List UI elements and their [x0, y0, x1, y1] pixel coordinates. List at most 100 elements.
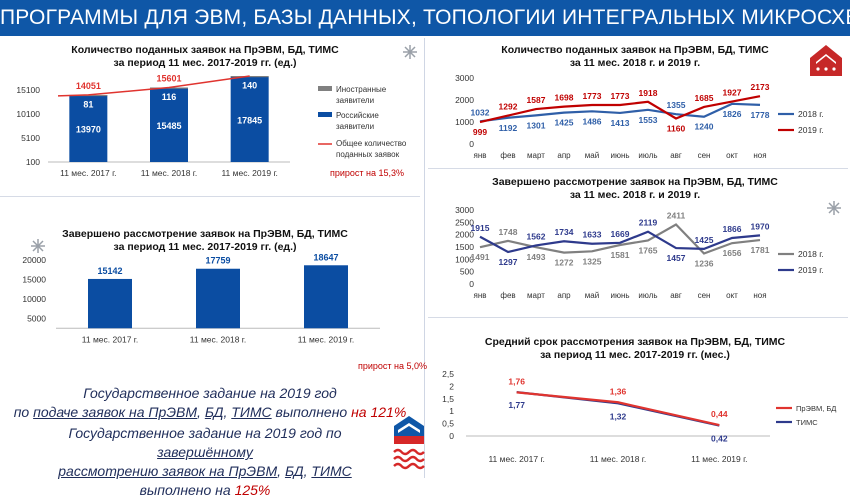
data-label: 1765	[639, 245, 658, 255]
legend-label-foreign: заявители	[336, 96, 374, 105]
y-tick-label: 2	[449, 381, 454, 391]
chart1-title-line2: за период 11 мес. 2017-2019 гг. (ед.)	[40, 57, 370, 70]
data-label: 1486	[583, 116, 602, 126]
bar	[304, 265, 348, 328]
data-label: 1562	[527, 231, 546, 241]
data-label: 1918	[639, 88, 658, 98]
chart5-title-line1: Средний срок рассмотрения заявок на ПрЭВ…	[470, 336, 800, 349]
legend-label-russian: Российские	[336, 111, 379, 120]
y-tick-label: 1,5	[442, 394, 454, 404]
x-tick-label: сен	[698, 151, 711, 160]
data-label: 2173	[751, 82, 770, 92]
y-tick-label: 20000	[22, 255, 46, 265]
rospatent-logo-top	[808, 42, 844, 78]
legend-label-russian: заявители	[336, 122, 374, 131]
data-label: 1325	[583, 256, 602, 266]
data-label-total: 14051	[76, 81, 101, 91]
divider-left	[0, 196, 420, 197]
data-label: 1633	[583, 230, 602, 240]
x-tick-label: 11 мес. 2017 г.	[82, 334, 138, 344]
x-tick-label: окт	[726, 151, 738, 160]
data-label: 1301	[527, 120, 546, 130]
x-tick-label: авг	[670, 151, 682, 160]
data-label: 1425	[555, 118, 574, 128]
data-label-foreign: 140	[242, 81, 257, 91]
y-tick-label: 0	[469, 139, 474, 149]
data-label: 1491	[471, 252, 490, 262]
y-tick-label: 10100	[16, 109, 40, 119]
legend-label: ТИМС	[796, 418, 818, 427]
y-tick-label: 10000	[22, 294, 46, 304]
data-label: 1,32	[610, 411, 627, 421]
data-label: 1297	[499, 257, 518, 267]
data-label-russian: 15485	[156, 121, 181, 131]
data-label: 1656	[723, 248, 742, 258]
data-label: 1781	[751, 245, 770, 255]
y-tick-label: 1	[449, 406, 454, 416]
chart1-growth-note: прирост на 15,3%	[330, 168, 404, 178]
data-label: 1773	[583, 91, 602, 101]
chart2-title-line1: Количество поданных заявок на ПрЭВМ, БД,…	[470, 44, 800, 57]
x-tick-label: июнь	[610, 291, 629, 300]
data-label: 1355	[667, 100, 686, 110]
x-tick-label: 11 мес. 2018 г.	[141, 168, 197, 178]
data-label: 1,77	[508, 400, 525, 410]
data-label: 1413	[611, 118, 630, 128]
chart4-title-line2: за 11 мес. 2018 г. и 2019 г.	[470, 189, 800, 202]
bar	[196, 269, 240, 329]
chart2-title: Количество поданных заявок на ПрЭВМ, БД,…	[470, 44, 800, 70]
data-label-foreign: 116	[162, 92, 177, 102]
data-label: 1192	[499, 123, 518, 133]
data-label: 2411	[667, 211, 686, 221]
data-label: 1240	[695, 122, 714, 132]
chart5-title-line2: за период 11 мес. 2017-2019 гг. (мес.)	[470, 349, 800, 362]
gov-line2: по подаче заявок на ПрЭВМ, БД, ТИМС выпо…	[10, 403, 410, 422]
chart2-title-line2: за 11 мес. 2018 г. и 2019 г.	[470, 57, 800, 70]
y-tick-label: 0,5	[442, 419, 454, 429]
chart3-growth-note: прирост на 5,0%	[358, 361, 427, 371]
data-label-foreign: 81	[83, 99, 93, 109]
gov-task-text-2: Государственное задание на 2019 год по з…	[20, 424, 390, 500]
x-tick-label: янв	[474, 291, 487, 300]
legend-label: 2018 г.	[798, 109, 824, 119]
y-tick-label: 100	[26, 157, 40, 167]
chart5-title: Средний срок рассмотрения заявок на ПрЭВ…	[470, 336, 800, 362]
x-tick-label: фев	[500, 151, 515, 160]
x-tick-label: 11 мес. 2019 г.	[691, 454, 747, 464]
divider-right-2	[428, 317, 848, 318]
data-label: 1587	[527, 95, 546, 105]
data-label: 1457	[667, 253, 686, 263]
data-label: 1032	[471, 107, 490, 117]
data-label: 1553	[639, 115, 658, 125]
data-label-russian: 17845	[237, 115, 262, 125]
data-label: 2119	[639, 218, 658, 228]
data-label-total: 17985	[237, 70, 262, 72]
data-label: 1581	[611, 250, 630, 260]
legend-label: 2019 г.	[798, 125, 824, 135]
y-tick-label: 15100	[16, 85, 40, 95]
legend-swatch-foreign	[318, 86, 332, 91]
x-tick-label: 11 мес. 2017 г.	[60, 168, 116, 178]
y-tick-label: 15000	[22, 275, 46, 285]
x-tick-label: июль	[638, 151, 657, 160]
gov-line5: выполнено на 125%	[20, 481, 390, 500]
star-icon	[826, 200, 842, 216]
data-label: 1826	[723, 109, 742, 119]
data-label: 1915	[471, 223, 490, 233]
data-label-total: 15601	[156, 73, 181, 83]
chart1-title: Количество поданных заявок на ПрЭВМ, БД,…	[40, 44, 370, 70]
data-label: 1970	[751, 221, 770, 231]
chart4-title-line1: Завершено рассмотрение заявок на ПрЭВМ, …	[470, 176, 800, 189]
data-label: 1773	[611, 91, 630, 101]
legend-label-foreign: Иностранные	[336, 85, 387, 94]
star-icon	[402, 44, 418, 60]
y-tick-label: 2000	[455, 95, 474, 105]
legend-label: 2018 г.	[798, 249, 824, 259]
x-tick-label: сен	[698, 291, 711, 300]
data-label: 1160	[667, 123, 686, 133]
x-tick-label: апр	[557, 151, 571, 160]
x-tick-label: 11 мес. 2018 г.	[590, 454, 646, 464]
x-tick-label: авг	[670, 291, 682, 300]
x-tick-label: март	[527, 151, 545, 160]
x-tick-label: 11 мес. 2019 г.	[298, 334, 354, 344]
